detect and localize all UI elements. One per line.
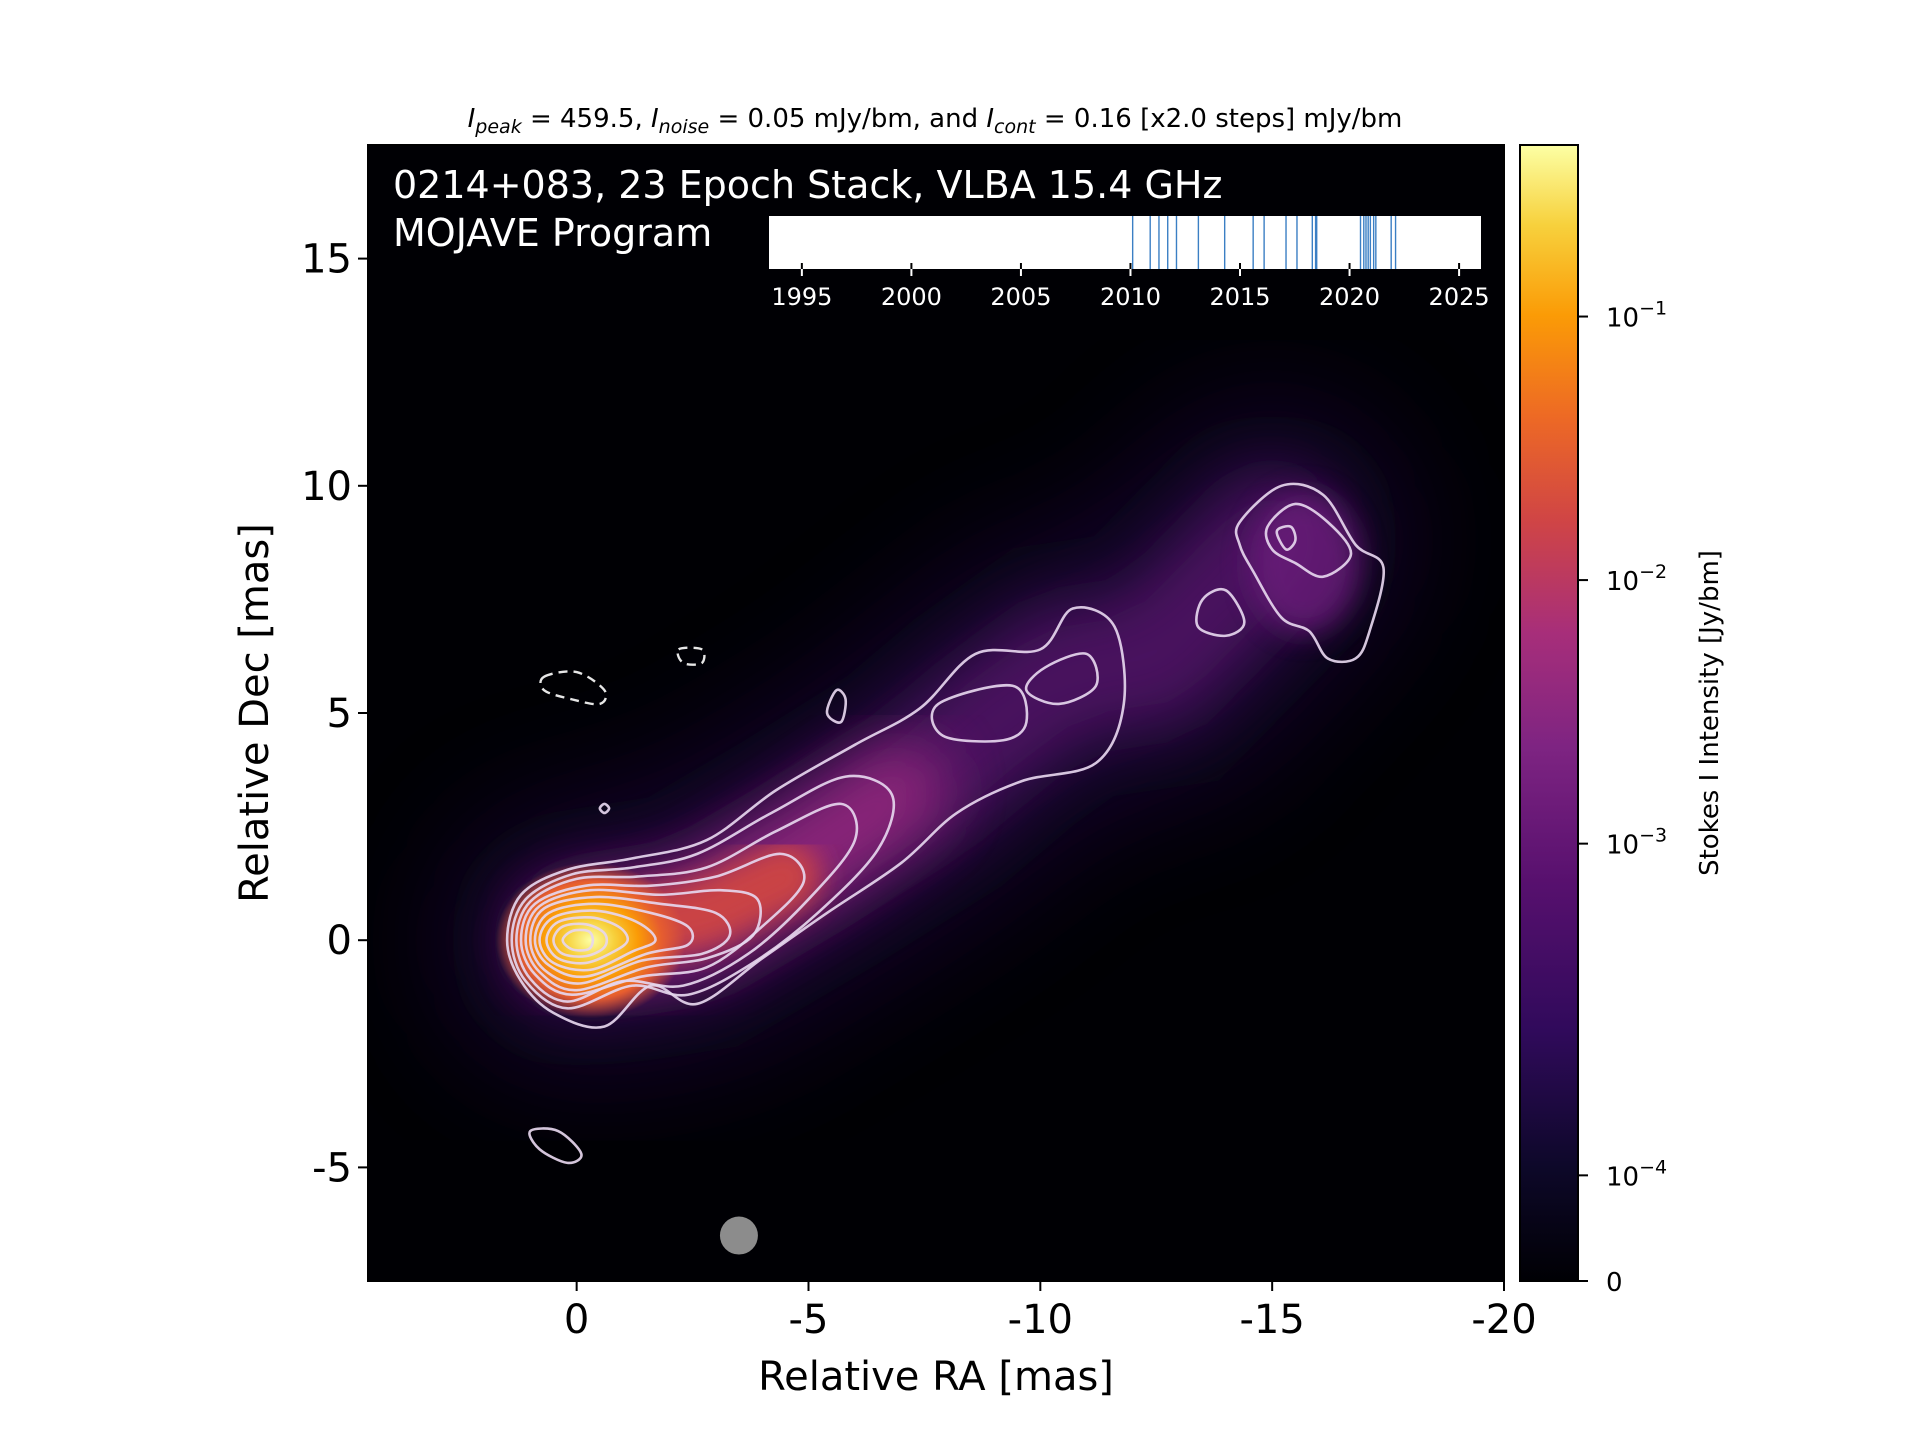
title-fragment: I — [651, 104, 659, 134]
y-tick-label: 15 — [301, 237, 352, 283]
timeline-tick-label: 2020 — [1319, 283, 1380, 311]
contour-line — [561, 928, 595, 952]
x-tick-label: -20 — [1471, 1297, 1536, 1343]
colorbar-gradient — [1519, 144, 1579, 1282]
contour-line — [519, 852, 806, 997]
epoch-markers — [1131, 216, 1397, 269]
contour-line — [825, 688, 848, 724]
figure-title: Ipeak = 459.5, Inoise = 0.05 mJy/bm, and… — [468, 104, 1403, 138]
timeline-tick-label: 2000 — [881, 283, 942, 311]
negative-contour-line — [539, 670, 608, 706]
contour-line — [1234, 482, 1386, 664]
title-fragment: noise — [659, 116, 710, 138]
colorbar-tick-label: 10−2 — [1606, 561, 1667, 597]
colorbar-tick-label: 10−1 — [1606, 298, 1667, 334]
title-fragment: peak — [474, 116, 522, 138]
colorbar-tick-label: 10−3 — [1606, 825, 1667, 861]
colorbar: 0 10−4 10−3 10−2 10−1 Stokes I Intensity [Jy… — [1519, 144, 1725, 1298]
title-fragment: = 459.5, — [522, 104, 651, 134]
timeline-tick-label: 2015 — [1209, 283, 1270, 311]
contour-line — [1195, 587, 1246, 638]
epoch-timeline: 1995 2000 2005 2010 2015 2020 2025 — [769, 216, 1490, 311]
timeline-tick-label: 2010 — [1100, 283, 1161, 311]
y-axis: -5 0 5 10 15 — [301, 237, 368, 1191]
contour-lines — [505, 482, 1386, 1165]
y-axis-label: Relative Dec [mas] — [232, 523, 278, 903]
contour-line — [1024, 652, 1099, 706]
colorbar-tick-label: 0 — [1606, 1268, 1623, 1298]
x-axis-label: Relative RA [mas] — [758, 1354, 1114, 1400]
contour-line — [510, 774, 896, 1010]
x-tick-label: -5 — [789, 1297, 829, 1343]
colorbar-label: Stokes I Intensity [Jy/bm] — [1695, 550, 1725, 876]
y-tick-label: -5 — [312, 1145, 352, 1191]
contour-line — [528, 1127, 583, 1165]
contour-line — [515, 802, 859, 1003]
timeline-box — [769, 216, 1481, 269]
panel-title-line1: 0214+083, 23 Epoch Stack, VLBA 15.4 GHz — [393, 163, 1222, 207]
contour-line — [930, 683, 1029, 743]
colorbar-ticks: 0 10−4 10−3 10−2 10−1 — [1578, 298, 1667, 1298]
y-tick-label: 5 — [327, 691, 352, 737]
x-axis: 0 -5 -10 -15 -20 — [564, 1281, 1537, 1343]
contour-line — [524, 888, 762, 992]
y-tick-label: 10 — [301, 464, 352, 510]
negative-contour-line — [676, 646, 706, 666]
emission-layer — [446, 410, 1403, 1165]
contour-line — [598, 802, 611, 815]
contour-line — [533, 902, 695, 979]
y-tick-label: 0 — [327, 918, 352, 964]
title-fragment: I — [468, 104, 476, 134]
timeline-ticks: 1995 2000 2005 2010 2015 2020 2025 — [771, 263, 1490, 311]
timeline-tick-label: 1995 — [771, 283, 832, 311]
contour-line — [545, 916, 630, 965]
panel-title-line2: MOJAVE Program — [393, 211, 712, 255]
contour-line — [1275, 524, 1297, 551]
x-tick-label: 0 — [564, 1297, 589, 1343]
title-fragment: = 0.16 [x2.0 steps] mJy/bm — [1036, 104, 1403, 134]
title-fragment: cont — [994, 116, 1037, 138]
x-tick-label: -10 — [1008, 1297, 1073, 1343]
title-fragment: I — [986, 104, 994, 134]
colorbar-tick-label: 10−4 — [1606, 1156, 1667, 1192]
blob-glow — [1249, 493, 1360, 634]
beam-ellipse — [719, 1216, 758, 1255]
contour-line — [552, 922, 609, 958]
contour-line — [528, 895, 732, 985]
title-fragment: = 0.05 mJy/bm, and — [709, 104, 986, 134]
timeline-tick-label: 2025 — [1429, 283, 1490, 311]
contour-line — [1264, 502, 1353, 579]
contour-line — [538, 909, 657, 972]
x-tick-label: -15 — [1239, 1297, 1304, 1343]
timeline-tick-label: 2005 — [990, 283, 1051, 311]
